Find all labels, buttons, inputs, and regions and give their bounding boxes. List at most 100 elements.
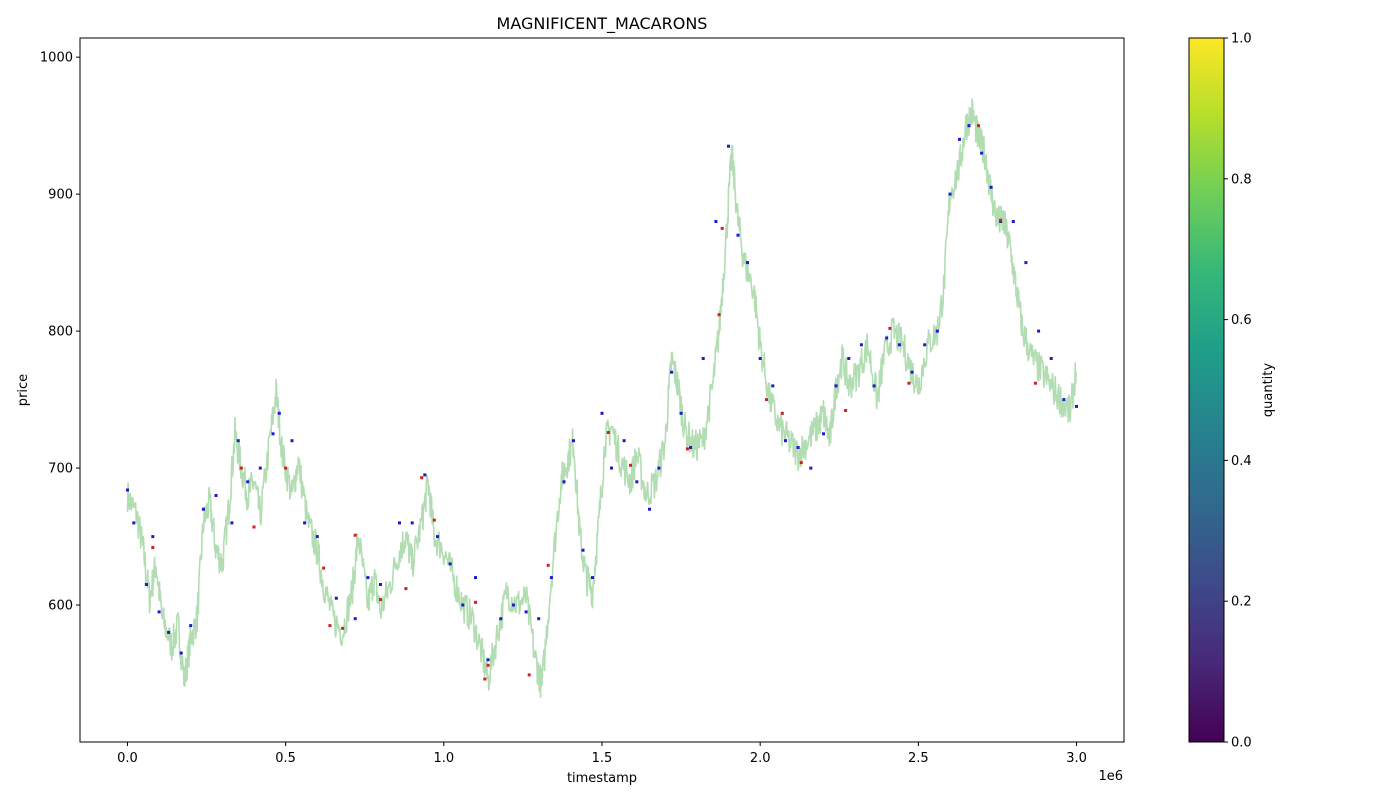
buy-trade-point: [600, 411, 604, 415]
buy-trade-point: [847, 357, 851, 360]
buy-trade-point: [290, 439, 294, 443]
buy-trade-point: [366, 576, 370, 580]
sell-trade-point: [799, 461, 803, 465]
colorbar-tick-label: 1.0: [1231, 32, 1252, 47]
buy-trade-point: [144, 583, 148, 586]
buy-trade-point: [303, 521, 307, 525]
buy-trade-point: [727, 144, 730, 148]
buy-trade-point: [784, 439, 787, 443]
buy-trade-point: [648, 507, 651, 511]
buy-trade-point: [796, 446, 800, 449]
buy-trade-point: [461, 603, 465, 607]
price-series-line: [126, 98, 1077, 699]
buy-trade-point: [958, 137, 961, 141]
buy-trade-point: [537, 617, 541, 621]
buy-trade-point: [410, 521, 414, 525]
buy-trade-point: [379, 583, 382, 586]
buy-trade-point: [214, 494, 218, 497]
sell-trade-point: [404, 587, 408, 591]
x-tick-label: 1.0: [433, 751, 454, 766]
sell-trade-point: [780, 411, 784, 415]
sell-trade-point: [888, 326, 892, 330]
x-tick-label: 0.5: [275, 751, 296, 766]
sell-trade-point: [999, 218, 1003, 222]
buy-trade-point: [834, 384, 838, 388]
buy-trade-point: [277, 411, 281, 415]
buy-trade-point: [689, 446, 693, 449]
buy-trade-point: [1024, 261, 1028, 265]
sell-trade-point: [483, 677, 487, 681]
sell-trade-point: [717, 313, 721, 317]
buy-trade-point: [809, 466, 813, 470]
buy-trade-point: [524, 610, 528, 614]
colorbar-tick-label: 0.8: [1231, 172, 1252, 187]
x-tick-label: 2.0: [750, 751, 771, 766]
buy-trade-point: [635, 480, 639, 484]
buy-trade-point: [610, 466, 613, 470]
buy-trade-point: [679, 411, 683, 415]
sell-trade-point: [341, 626, 345, 630]
sell-trade-point: [379, 598, 382, 602]
sell-trade-point: [844, 409, 848, 412]
sell-trade-point: [527, 673, 531, 677]
buy-trade-point: [923, 343, 927, 347]
buy-trade-point: [423, 473, 427, 477]
sell-trade-point: [685, 447, 689, 451]
buy-trade-point: [201, 507, 205, 511]
sell-trade-point: [432, 518, 436, 522]
buy-trade-point: [562, 480, 566, 484]
buy-trade-point: [989, 185, 993, 189]
buy-trade-point: [948, 192, 952, 196]
chart-title: MAGNIFICENT_MACARONS: [497, 14, 708, 34]
buy-trade-point: [151, 535, 155, 539]
colorbar-label: quantity: [1261, 363, 1276, 418]
buy-trade-point: [1062, 398, 1066, 402]
colorbar-tick-label: 0.4: [1231, 454, 1252, 469]
x-tick-label: 1.5: [592, 751, 613, 766]
buy-trade-point: [736, 233, 740, 237]
buy-trade-point: [758, 357, 762, 360]
buy-trade-point: [474, 576, 477, 580]
sell-trade-point: [474, 600, 477, 604]
buy-trade-point: [486, 658, 490, 662]
sell-trade-point: [284, 466, 288, 470]
buy-trade-point: [511, 603, 515, 607]
buy-trade-point: [353, 617, 357, 621]
buy-trade-point: [132, 521, 136, 525]
buy-trade-point: [549, 576, 553, 580]
buy-trade-point: [1037, 329, 1041, 333]
sell-trade-point: [629, 463, 632, 467]
buy-trade-point: [126, 488, 129, 492]
buy-trade-point: [315, 535, 319, 539]
buy-trade-point: [910, 370, 914, 374]
x-axis-label: timestamp: [567, 771, 637, 786]
buy-trade-point: [714, 220, 718, 223]
buy-trade-point: [398, 521, 401, 525]
sell-trade-point: [765, 398, 768, 402]
buy-trade-point: [897, 343, 901, 347]
buy-trade-point: [980, 151, 984, 155]
buy-trade-point: [822, 432, 825, 436]
buy-trade-point: [436, 535, 439, 539]
buy-trade-point: [967, 124, 971, 128]
buy-trade-point: [189, 624, 193, 628]
sell-trade-point: [420, 476, 424, 480]
x-tick-label: 3.0: [1066, 751, 1087, 766]
buy-trade-point: [657, 466, 661, 470]
sell-trade-point: [606, 431, 610, 434]
buy-trade-point: [591, 576, 594, 580]
buy-trade-point: [179, 651, 183, 655]
x-tick-label: 0.0: [117, 751, 138, 766]
plot-frame: [79, 37, 1125, 743]
colorbar-tick-label: 0.0: [1231, 736, 1252, 751]
buy-trade-point: [670, 370, 674, 374]
sell-trade-point: [720, 226, 724, 230]
y-axis-label: price: [16, 374, 31, 406]
sell-trade-point: [486, 663, 490, 667]
buy-trade-point: [572, 439, 575, 443]
sell-trade-point: [977, 124, 980, 128]
buy-trade-point: [258, 466, 262, 470]
buy-trade-point: [246, 480, 250, 484]
x-tick-label: 2.5: [908, 751, 929, 766]
